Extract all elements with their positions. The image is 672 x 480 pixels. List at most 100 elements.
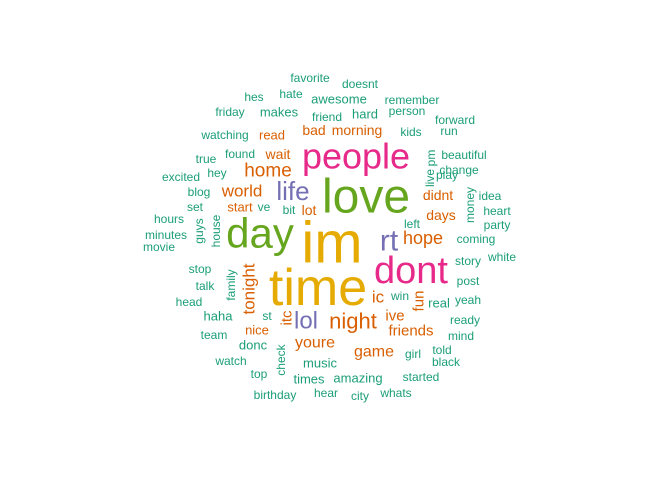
word-hey: hey <box>207 166 226 180</box>
word-beautiful: beautiful <box>441 148 486 162</box>
word-guys: guys <box>192 218 206 243</box>
word-amazing: amazing <box>333 371 382 386</box>
word-times: times <box>293 372 325 387</box>
word-birthday: birthday <box>254 388 297 402</box>
word-blog: blog <box>188 185 211 199</box>
word-ve: ve <box>258 200 271 214</box>
word-money: money <box>463 187 477 223</box>
word-people: people <box>302 136 410 177</box>
word-hear: hear <box>314 386 338 400</box>
word-ic: ic <box>372 288 385 307</box>
word-nice: nice <box>245 323 269 338</box>
word-ive: ive <box>385 308 404 325</box>
word-haha: haha <box>204 309 234 324</box>
word-person: person <box>389 104 426 118</box>
word-game: game <box>354 344 394 361</box>
word-run: run <box>440 124 457 138</box>
word-kids: kids <box>400 125 421 139</box>
word-time: time <box>269 259 367 317</box>
word-live: live <box>423 169 437 187</box>
word-start: start <box>227 200 253 215</box>
word-hours: hours <box>154 212 184 226</box>
word-idea: idea <box>479 189 502 203</box>
word-world: world <box>221 182 263 201</box>
word-donc: donc <box>239 338 268 353</box>
word-friday: friday <box>215 105 244 119</box>
word-true: true <box>196 152 217 166</box>
word-home: home <box>244 161 292 182</box>
word-heart: heart <box>483 204 511 218</box>
word-life: life <box>276 176 309 206</box>
word-bit: bit <box>283 203 296 217</box>
word-fun: fun <box>411 291 428 312</box>
word-black: black <box>432 355 461 369</box>
word-love: love <box>322 171 410 224</box>
word-head: head <box>176 295 203 309</box>
word-ready: ready <box>450 313 480 327</box>
word-wait: wait <box>265 146 291 162</box>
word-coming: coming <box>457 232 496 246</box>
word-movie: movie <box>143 240 175 254</box>
word-hate: hate <box>279 87 303 101</box>
word-told: told <box>432 343 451 357</box>
word-friends: friends <box>388 323 433 340</box>
word-youre: youre <box>295 335 335 352</box>
word-excited: excited <box>162 170 200 184</box>
word-house: house <box>209 214 223 247</box>
word-started: started <box>403 370 440 384</box>
word-dont: dont <box>374 250 448 292</box>
word-remember: remember <box>385 93 440 107</box>
word-hope: hope <box>403 228 443 248</box>
word-win: win <box>390 289 409 303</box>
word-stop: stop <box>189 262 212 276</box>
word-watching: watching <box>200 128 248 142</box>
word-play: play <box>436 168 458 182</box>
word-talk: talk <box>196 279 216 293</box>
word-lot: lot <box>302 202 317 218</box>
word-forward: forward <box>435 113 475 127</box>
word-favorite: favorite <box>290 71 330 85</box>
word-im: im <box>301 211 362 276</box>
word-days: days <box>426 207 456 223</box>
word-night: night <box>329 309 377 334</box>
word-check: check <box>274 343 288 375</box>
word-morning: morning <box>332 122 383 138</box>
word-yeah: yeah <box>455 293 481 307</box>
word-top: top <box>251 367 268 381</box>
word-team: team <box>201 328 228 342</box>
word-doesnt: doesnt <box>342 77 379 91</box>
word-family: family <box>224 269 238 300</box>
word-story: story <box>455 254 481 268</box>
word-lol: lol <box>294 308 318 335</box>
word-hard: hard <box>352 107 378 122</box>
word-pm: pm <box>424 150 438 167</box>
word-real: real <box>428 296 450 311</box>
word-girl: girl <box>405 347 421 361</box>
word-tonight: tonight <box>240 263 259 314</box>
word-makes: makes <box>260 105 299 120</box>
word-white: white <box>487 250 516 264</box>
word-minutes: minutes <box>145 228 187 242</box>
word-mind: mind <box>448 329 474 343</box>
word-hes: hes <box>244 90 263 104</box>
word-set: set <box>187 200 204 214</box>
word-bad: bad <box>302 122 325 138</box>
word-found: found <box>225 147 255 161</box>
word-friend: friend <box>312 110 342 124</box>
word-change: change <box>439 163 479 177</box>
word-itc: itc <box>279 310 296 326</box>
word-party: party <box>484 218 511 232</box>
word-watch: watch <box>214 354 246 368</box>
word-post: post <box>457 274 480 288</box>
word-awesome: awesome <box>311 92 367 107</box>
word-didnt: didnt <box>423 187 453 203</box>
word-day: day <box>226 210 294 257</box>
word-whats: whats <box>379 386 411 400</box>
word-left: left <box>404 217 421 231</box>
word-rt: rt <box>380 225 399 258</box>
word-read: read <box>259 128 285 143</box>
word-st: st <box>262 309 272 323</box>
word-city: city <box>351 389 369 403</box>
